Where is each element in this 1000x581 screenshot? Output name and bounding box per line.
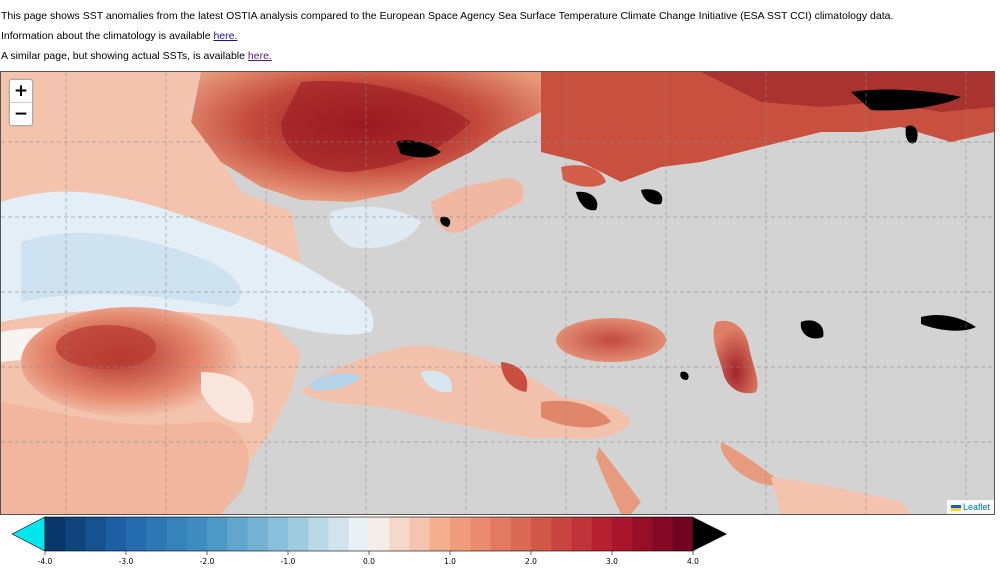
colorbar-block <box>328 517 350 551</box>
ukraine-flag-icon <box>950 504 961 511</box>
baltic-sea <box>431 178 524 233</box>
colorbar-block <box>531 517 552 551</box>
colorbar-tick-label: 0.0 <box>363 557 375 566</box>
colorbar-tick-label: 2.0 <box>525 557 537 566</box>
colorbar-block <box>308 517 329 551</box>
colorbar-block <box>105 517 127 551</box>
climatology-link[interactable]: here. <box>213 30 238 42</box>
colorbar-block <box>146 517 167 551</box>
colorbar-block <box>126 517 147 551</box>
colorbar-block <box>591 517 613 551</box>
colorbar-block <box>551 517 572 551</box>
caspian-sea <box>713 320 758 394</box>
actual-sst-link[interactable]: here. <box>247 50 272 62</box>
colorbar-tick-label: -2.0 <box>200 557 215 566</box>
colorbar-block <box>348 517 370 551</box>
map-attribution: Leaflet <box>946 500 994 514</box>
sst-anomaly-map[interactable]: + − Leaflet <box>0 71 995 515</box>
graticule <box>1 72 994 514</box>
colorbar-under-triangle <box>11 516 46 552</box>
actual-sst-line: A similar page, but showing actual SSTs,… <box>1 50 272 63</box>
colorbar-tick-label: -3.0 <box>119 557 134 566</box>
colorbar-block <box>207 517 228 551</box>
black-sea <box>556 318 666 362</box>
climatology-info-line: Information about the climatology is ava… <box>1 30 237 43</box>
map-canvas[interactable] <box>1 72 994 514</box>
colorbar: -4.0 -3.0 -2.0 -1.0 0.0 1.0 2.0 3.0 4.0 <box>11 516 727 566</box>
colorbar-block <box>227 517 248 551</box>
colorbar-block <box>267 517 289 551</box>
actual-sst-text: A similar page, but showing actual SSTs,… <box>1 50 248 62</box>
colorbar-block <box>429 517 451 551</box>
colorbar-block <box>369 517 390 551</box>
leaflet-link[interactable]: Leaflet <box>962 502 990 512</box>
colorbar-tick-label: 4.0 <box>687 557 699 566</box>
colorbar-block <box>672 517 694 551</box>
red-sea <box>596 447 641 514</box>
colorbar-block <box>450 517 471 551</box>
colorbar-block <box>510 517 532 551</box>
colorbar-tick-label: 1.0 <box>444 557 456 566</box>
climatology-info-text: Information about the climatology is ava… <box>1 30 214 42</box>
sea-ice-mask <box>396 89 976 380</box>
colorbar-block <box>612 517 633 551</box>
colorbar-over-triangle <box>693 517 727 551</box>
colorbar-block <box>65 517 86 551</box>
zoom-control: + − <box>9 79 33 126</box>
colorbar-block <box>490 517 512 551</box>
colorbar-block <box>389 517 410 551</box>
description-line: This page shows SST anomalies from the l… <box>1 10 894 22</box>
zoom-in-button[interactable]: + <box>13 81 29 101</box>
colorbar-tick-label: -4.0 <box>38 557 53 566</box>
colorbar-tick-label: -1.0 <box>281 557 296 566</box>
colorbar-block <box>45 517 66 551</box>
colorbar-block <box>571 517 593 551</box>
colorbar-block <box>632 517 653 551</box>
colorbar-block <box>186 517 208 551</box>
colorbar-block <box>247 517 269 551</box>
colorbar-block <box>652 517 674 551</box>
colorbar-block <box>85 517 107 551</box>
colorbar-block <box>288 517 309 551</box>
colorbar-blocks <box>45 517 694 551</box>
colorbar-block <box>409 517 431 551</box>
colorbar-tick-label: 3.0 <box>606 557 618 566</box>
zoom-out-button[interactable]: − <box>10 102 32 125</box>
colorbar-ticks: -4.0 -3.0 -2.0 -1.0 0.0 1.0 2.0 3.0 4.0 <box>38 551 699 566</box>
colorbar-block <box>166 517 188 551</box>
colorbar-block <box>470 517 491 551</box>
